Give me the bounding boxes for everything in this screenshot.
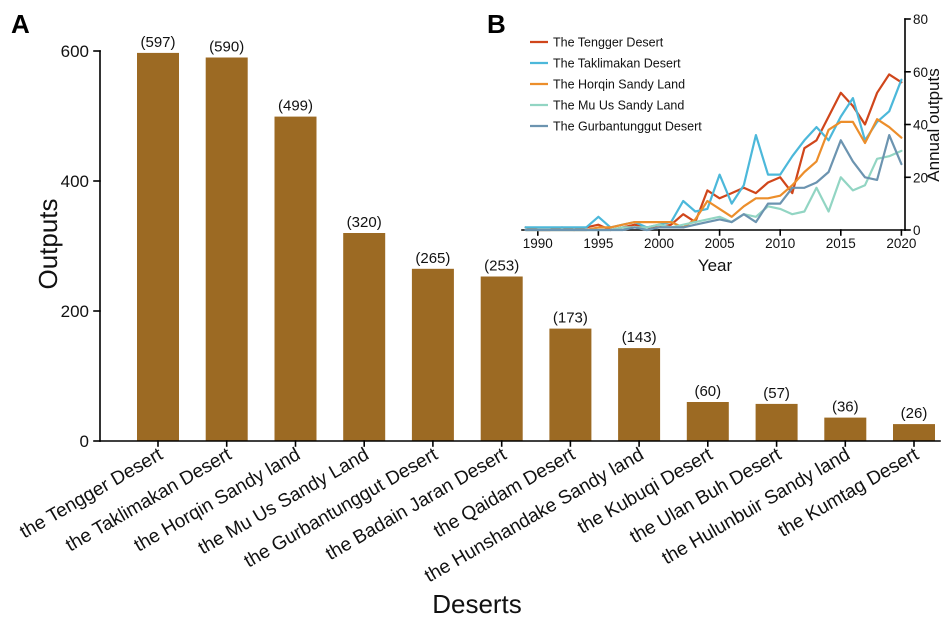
series-line-the-horqin-sandy-land — [524, 118, 903, 232]
bar-value-label-the-badain-jaran-desert: (253) — [484, 258, 519, 275]
line-chart-annual-outputs: B Year Annual outputs 1990 1995 2000 2005 20… — [487, 9, 943, 275]
bar-value-label-the-tengger-desert: (597) — [140, 34, 175, 51]
bar-value-label-the-kumtag-desert: (26) — [901, 405, 928, 422]
bar-value-label-the-hunshandake-sandy-land: (143) — [622, 329, 657, 346]
bar-the-taklimakan-desert — [205, 57, 248, 441]
y-tick-label-b: 80 — [913, 12, 928, 27]
bar-the-hulunbuir-sandy-land — [824, 417, 867, 441]
legend-label-the-horqin-sandy-land: The Horqin Sandy Land — [553, 78, 685, 92]
series-line-the-taklimakan-desert — [524, 78, 903, 229]
panel-label-a: A — [11, 9, 30, 39]
y-tick-label-a: 0 — [80, 432, 89, 451]
bar-the-kubuqi-desert — [686, 402, 729, 441]
bar-value-label-the-hulunbuir-sandy-land: (36) — [832, 399, 859, 416]
bar-the-gurbantunggut-desert — [411, 268, 454, 442]
bar-value-label-the-qaidam-desert: (173) — [553, 310, 588, 327]
bar-the-badain-jaran-desert — [480, 276, 523, 441]
x-tick-label-b: 2000 — [644, 236, 674, 251]
y-axis-title-b: Annual outputs — [924, 68, 943, 181]
bar-value-label-the-ulan-buh-desert: (57) — [763, 385, 790, 402]
y-tick-label-b: 0 — [913, 223, 921, 238]
y-axis-title-a: Outputs — [33, 198, 63, 289]
x-tick-label-b: 2005 — [705, 236, 735, 251]
legend-label-the-mu-us-sandy-land: The Mu Us Sandy Land — [553, 99, 684, 113]
panel-label-b: B — [487, 9, 506, 39]
bar-value-label-the-mu-us-sandy-land: (320) — [347, 214, 382, 231]
x-tick-label-b: 2015 — [826, 236, 856, 251]
series-line-the-gurbantunggut-desert — [524, 134, 903, 232]
y-tick-label-b: 60 — [913, 65, 928, 80]
bar-the-kumtag-desert — [893, 424, 935, 441]
bar-the-hunshandake-sandy-land — [618, 348, 661, 441]
bar-value-label-the-kubuqi-desert: (60) — [694, 383, 721, 400]
x-tick-label-b: 2020 — [886, 236, 916, 251]
y-tick-label-a: 200 — [61, 302, 89, 321]
y-tick-label-a: 600 — [61, 42, 89, 61]
x-tick-label-b: 1990 — [523, 236, 553, 251]
x-tick-label-b: 1995 — [583, 236, 613, 251]
bar-the-qaidam-desert — [549, 328, 592, 441]
bar-the-tengger-desert — [137, 52, 179, 442]
legend-label-the-taklimakan-desert: The Taklimakan Desert — [553, 57, 681, 71]
legend-label-the-gurbantunggut-desert: The Gurbantunggut Desert — [553, 120, 702, 134]
legend-label-the-tengger-desert: The Tengger Desert — [553, 36, 664, 50]
y-tick-label-b: 20 — [913, 170, 928, 185]
bar-value-label-the-horqin-sandy-land: (499) — [278, 98, 313, 115]
y-tick-label-a: 400 — [61, 172, 89, 191]
y-tick-label-b: 40 — [913, 118, 928, 133]
x-axis-title-a: Deserts — [432, 589, 522, 618]
bar-chart-outputs-by-desert: A Outputs Deserts (597)the Tengger Deser… — [11, 9, 941, 618]
bar-the-ulan-buh-desert — [755, 403, 798, 441]
x-tick-label-b: 2010 — [765, 236, 795, 251]
bar-the-mu-us-sandy-land — [343, 233, 386, 441]
bar-value-label-the-taklimakan-desert: (590) — [209, 39, 244, 56]
bar-the-horqin-sandy-land — [274, 116, 317, 441]
bar-value-label-the-gurbantunggut-desert: (265) — [415, 250, 450, 267]
x-axis-title-b: Year — [698, 256, 733, 275]
